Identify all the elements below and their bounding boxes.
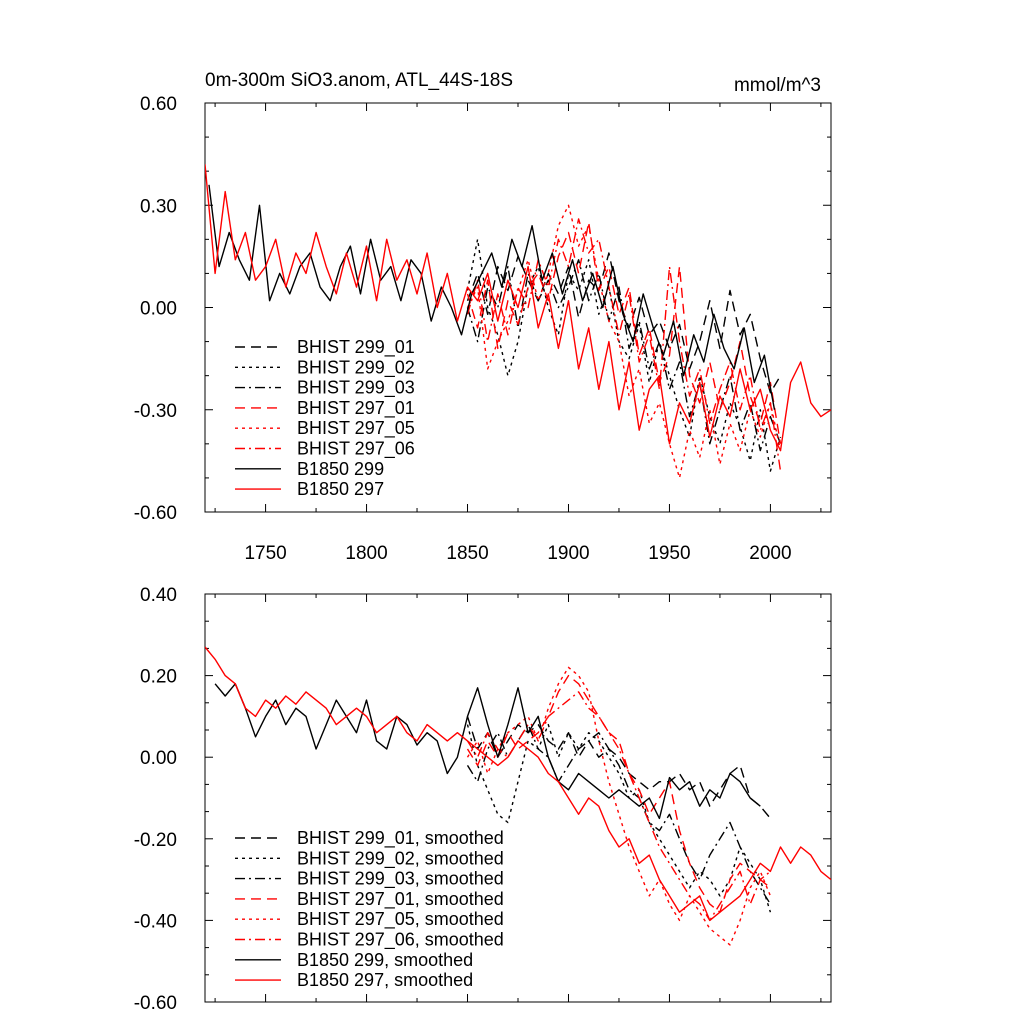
x-tick-label: 2000 <box>749 543 791 564</box>
legend-label-3: BHIST 297_01 <box>297 398 415 419</box>
series-line-3 <box>466 221 782 444</box>
legend-label-2: BHIST 299_03 <box>297 378 415 399</box>
y-tick-label: -0.60 <box>134 993 177 1014</box>
legend-label-4: BHIST 297_05, smoothed <box>297 909 504 930</box>
x-tick-label: 1950 <box>648 543 690 564</box>
legend-label-3: BHIST 297_01, smoothed <box>297 889 504 910</box>
units-label: mmol/m^3 <box>734 75 821 96</box>
y-tick-label: -0.20 <box>134 830 177 851</box>
y-tick-label: 0.60 <box>140 94 177 115</box>
y-tick-label: -0.60 <box>134 503 177 524</box>
series-line-4 <box>466 666 772 946</box>
series-line-5 <box>466 691 771 922</box>
series-line-2 <box>466 259 782 452</box>
series-line-2 <box>466 723 771 905</box>
legend-label-5: BHIST 297_06, smoothed <box>297 930 504 951</box>
series-line-3 <box>466 674 771 913</box>
legend-label-7: B1850 297, smoothed <box>297 970 473 990</box>
series-group <box>205 646 831 946</box>
legend-label-5: BHIST 297_06 <box>297 439 415 460</box>
x-tick-label: 1750 <box>244 543 286 564</box>
series-line-0 <box>466 252 782 394</box>
y-tick-label: 0.40 <box>140 585 177 606</box>
top-panel: 0.60 0.30 0.00 -0.30 -0.60 1750 1800 1850 1900 19… <box>134 70 832 564</box>
x-tick-label: 1850 <box>446 543 488 564</box>
series-line-1 <box>466 723 772 913</box>
y-tick-label: 0.00 <box>140 748 177 769</box>
series-line-1 <box>466 238 782 472</box>
bottom-panel: 0.40 0.20 0.00 -0.20 -0.40 -0.60 BHIST 299_01,… <box>134 585 832 1014</box>
legend-label-1: BHIST 299_02 <box>297 357 415 378</box>
legend-label-0: BHIST 299_01, smoothed <box>297 828 504 849</box>
y-tick-label: 0.20 <box>140 667 177 688</box>
series-group <box>205 164 831 479</box>
y-tick-label: -0.30 <box>134 401 177 422</box>
legend-label-7: B1850 297 <box>297 479 384 499</box>
legend-label-2: BHIST 299_03, smoothed <box>297 869 504 890</box>
legend-label-1: BHIST 299_02, smoothed <box>297 848 504 869</box>
series-line-0 <box>466 716 771 819</box>
series-line-5 <box>466 218 782 472</box>
series-line-6 <box>214 683 761 820</box>
series-line-7 <box>205 164 831 452</box>
x-tick-label: 1900 <box>547 543 589 564</box>
chart-title: 0m-300m SiO3.anom, ATL_44S-18S <box>205 70 513 91</box>
legend-label-0: BHIST 299_01 <box>297 337 415 358</box>
legend-label-6: B1850 299 <box>297 459 384 479</box>
y-tick-label: 0.00 <box>140 299 177 320</box>
series-line-6 <box>208 184 776 410</box>
legend-label-6: B1850 299, smoothed <box>297 950 473 970</box>
series-line-7 <box>205 646 831 922</box>
y-tick-label: 0.30 <box>140 196 177 217</box>
y-tick-label: -0.40 <box>134 911 177 932</box>
legend-label-4: BHIST 297_05 <box>297 418 415 439</box>
x-tick-label: 1800 <box>345 543 387 564</box>
